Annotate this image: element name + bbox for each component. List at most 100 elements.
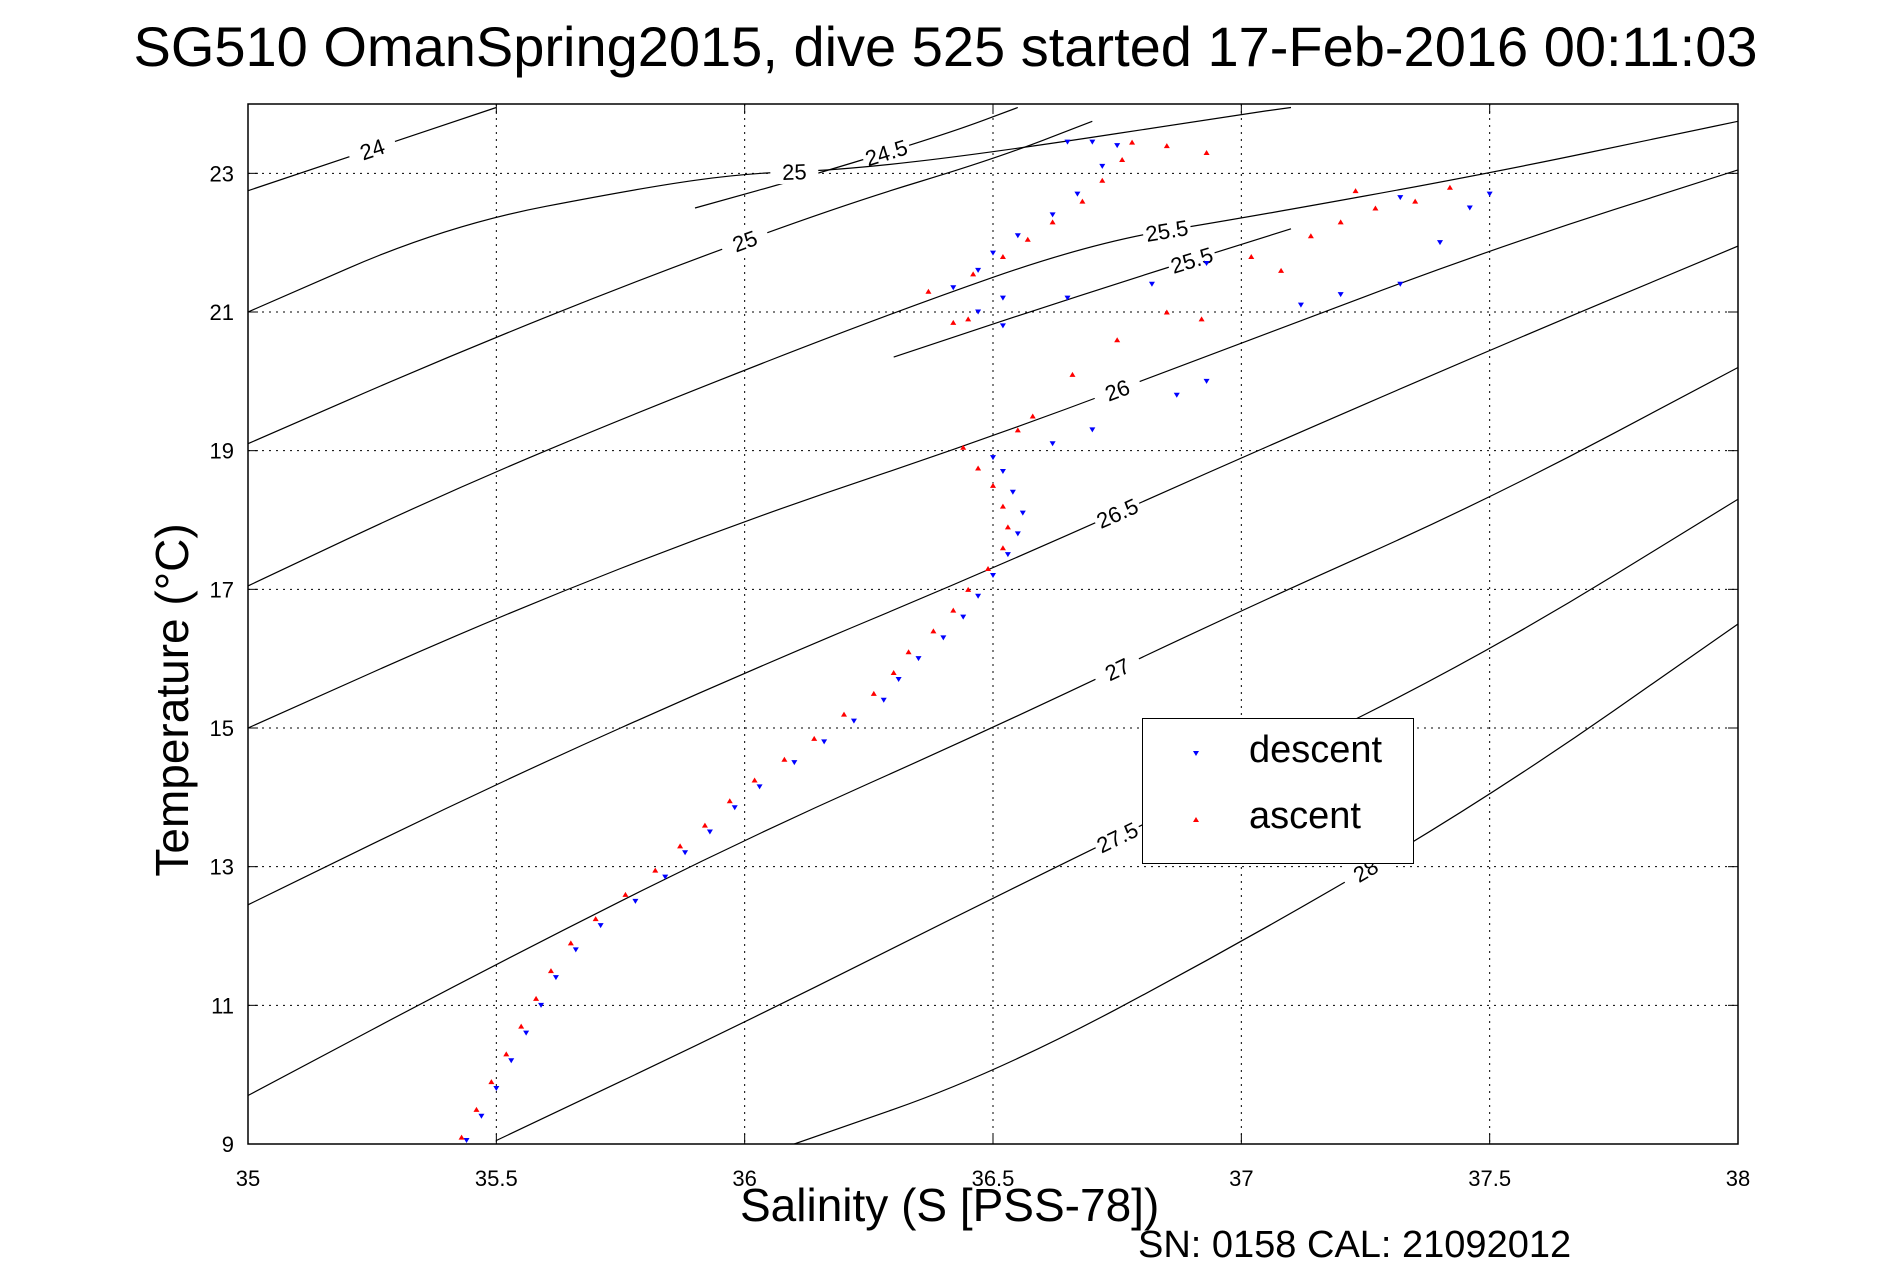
data-series <box>458 139 1493 1144</box>
x-tick-label: 35 <box>236 1166 260 1191</box>
contour-label: 26.5 <box>1089 490 1145 534</box>
descent-point <box>960 614 967 620</box>
descent-point <box>682 850 689 856</box>
ascent-point <box>622 891 629 897</box>
descent-point <box>990 455 996 461</box>
y-tick-label: 13 <box>210 855 234 880</box>
ascent-point <box>970 271 977 277</box>
y-tick-label: 19 <box>210 439 234 464</box>
descent-point <box>1466 205 1473 211</box>
contour-label-text: 25.5 <box>1168 242 1216 279</box>
density-contour-line <box>496 498 1738 1142</box>
y-axis-label: Temperature (°C) <box>146 523 198 877</box>
descent-point <box>975 309 982 315</box>
ascent-point <box>1372 205 1379 211</box>
legend-label-ascent: ascent <box>1249 795 1361 837</box>
descent-point <box>1337 292 1344 298</box>
descent-point <box>1049 441 1056 447</box>
descent-point <box>552 975 559 981</box>
descent-point <box>990 250 996 256</box>
y-tick-label: 9 <box>222 1132 234 1157</box>
ascent-point <box>1248 254 1255 260</box>
ascent-point <box>925 288 932 294</box>
ascent-point <box>473 1106 480 1112</box>
descent-point <box>1019 510 1026 516</box>
contour-label: 26 <box>1089 368 1144 410</box>
chart-title: SG510 OmanSpring2015, dive 525 started 1… <box>133 15 1758 78</box>
x-tick-label: 36.5 <box>972 1166 1015 1191</box>
ascent-point <box>1412 198 1419 204</box>
ascent-point <box>458 1134 465 1140</box>
descent-point <box>975 267 982 273</box>
descent-point <box>950 285 957 291</box>
descent-point <box>731 805 738 811</box>
ascent-point <box>652 867 659 873</box>
density-contour-line <box>248 366 1738 1097</box>
density-contour-line <box>248 245 1738 906</box>
ascent-point <box>1024 236 1031 242</box>
axis-ticks: 35 35.5 36 36.5 37 37.5 38 9 11 13 15 17 19 21 23 <box>210 104 1750 1191</box>
descent-point <box>1089 139 1096 145</box>
ascent-point <box>1069 371 1076 377</box>
legend-item-descent: descent <box>1143 725 1413 785</box>
descent-point <box>1148 281 1155 287</box>
ascent-point <box>1337 219 1344 225</box>
contour-label-bg <box>769 156 819 185</box>
contour-label-text: 25 <box>782 159 807 185</box>
descent-point <box>1049 212 1056 218</box>
ascent-point <box>905 649 912 655</box>
x-tick-label: 37.5 <box>1468 1166 1511 1191</box>
descent-point <box>1203 260 1210 266</box>
descent-point <box>791 760 798 766</box>
x-tick-label: 36 <box>732 1166 756 1191</box>
series-ascent <box>458 139 1453 1140</box>
descent-marker-icon <box>1193 751 1199 756</box>
descent-point <box>850 718 857 724</box>
descent-point <box>523 1030 530 1036</box>
descent-point <box>1009 489 1016 495</box>
descent-point <box>508 1058 515 1064</box>
ascent-point <box>950 319 957 325</box>
ascent-point <box>999 503 1006 509</box>
density-contour-line <box>248 106 1292 313</box>
ascent-point <box>999 254 1006 260</box>
descent-point <box>1203 378 1210 384</box>
descent-point <box>1004 552 1011 558</box>
ascent-point <box>1029 413 1036 419</box>
descent-point <box>597 923 604 929</box>
ascent-point <box>751 777 758 783</box>
descent-point <box>1486 191 1493 197</box>
contour-label-bg <box>1089 368 1144 410</box>
legend: descent ascent <box>1142 718 1414 864</box>
ascent-point <box>990 482 996 488</box>
descent-point <box>478 1113 485 1119</box>
ascent-point <box>811 735 818 741</box>
descent-point <box>1064 295 1071 301</box>
descent-point <box>990 572 996 578</box>
ascent-point <box>1114 337 1121 343</box>
contour-label-text: 24.5 <box>862 135 910 172</box>
ascent-point <box>677 843 684 849</box>
descent-point <box>1014 531 1021 537</box>
descent-point <box>1297 302 1304 308</box>
ascent-point <box>950 607 957 613</box>
descent-point <box>1397 195 1404 201</box>
ascent-point <box>592 916 599 922</box>
legend-item-ascent: ascent <box>1143 791 1413 851</box>
density-contour-line <box>794 623 1738 1144</box>
ascent-point <box>890 670 897 676</box>
ascent-point <box>999 545 1006 551</box>
descent-point <box>895 676 902 682</box>
ascent-point <box>533 995 540 1001</box>
descent-point <box>1099 163 1106 169</box>
y-tick-label: 11 <box>211 993 234 1018</box>
ascent-point <box>965 586 972 592</box>
ascent-point <box>960 444 967 450</box>
descent-point <box>1173 392 1180 398</box>
descent-point <box>999 468 1006 474</box>
descent-point <box>538 1002 545 1008</box>
ascent-point <box>975 465 982 471</box>
y-tick-label: 21 <box>210 300 234 325</box>
descent-point <box>999 323 1006 329</box>
ascent-point <box>1049 219 1056 225</box>
